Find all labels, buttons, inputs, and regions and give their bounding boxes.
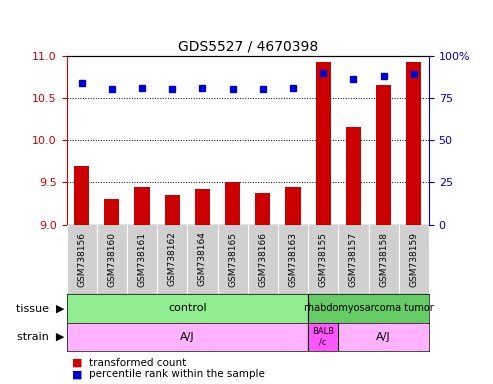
Text: ■: ■ (71, 369, 82, 379)
Bar (74, 166, 89, 225)
Bar (406, 61, 422, 225)
Text: GSM738165: GSM738165 (228, 232, 237, 286)
Bar (285, 187, 301, 225)
Bar (67, 294, 308, 323)
Text: GSM738156: GSM738156 (77, 232, 86, 286)
Bar (316, 61, 331, 225)
Text: GSM738157: GSM738157 (349, 232, 358, 286)
Text: GSM738158: GSM738158 (379, 232, 388, 286)
Bar (135, 187, 149, 225)
Text: ■: ■ (71, 358, 82, 368)
Bar (376, 85, 391, 225)
Bar (195, 189, 210, 225)
Text: GSM738166: GSM738166 (258, 232, 267, 286)
Bar (308, 294, 429, 323)
Bar (338, 323, 429, 351)
Text: GSM738164: GSM738164 (198, 232, 207, 286)
Text: BALB
/c: BALB /c (312, 327, 334, 347)
Text: strain  ▶: strain ▶ (17, 332, 64, 342)
Text: transformed count: transformed count (89, 358, 186, 368)
Bar (308, 323, 338, 351)
Text: GSM738155: GSM738155 (318, 232, 328, 286)
Bar (255, 192, 270, 225)
Text: GSM738160: GSM738160 (107, 232, 116, 286)
Title: GDS5527 / 4670398: GDS5527 / 4670398 (177, 39, 318, 53)
Text: control: control (168, 303, 207, 313)
Text: GSM738163: GSM738163 (288, 232, 298, 286)
Text: GSM738159: GSM738159 (409, 232, 419, 286)
Text: tissue  ▶: tissue ▶ (16, 303, 64, 313)
Text: rhabdomyosarcoma tumor: rhabdomyosarcoma tumor (304, 303, 433, 313)
Bar (165, 195, 180, 225)
Text: percentile rank within the sample: percentile rank within the sample (89, 369, 265, 379)
Bar (67, 323, 308, 351)
Bar (225, 182, 240, 225)
Text: A/J: A/J (376, 332, 391, 342)
Bar (105, 199, 119, 225)
Text: GSM738162: GSM738162 (168, 232, 177, 286)
Text: A/J: A/J (180, 332, 195, 342)
Text: GSM738161: GSM738161 (138, 232, 146, 286)
Bar (346, 127, 361, 225)
